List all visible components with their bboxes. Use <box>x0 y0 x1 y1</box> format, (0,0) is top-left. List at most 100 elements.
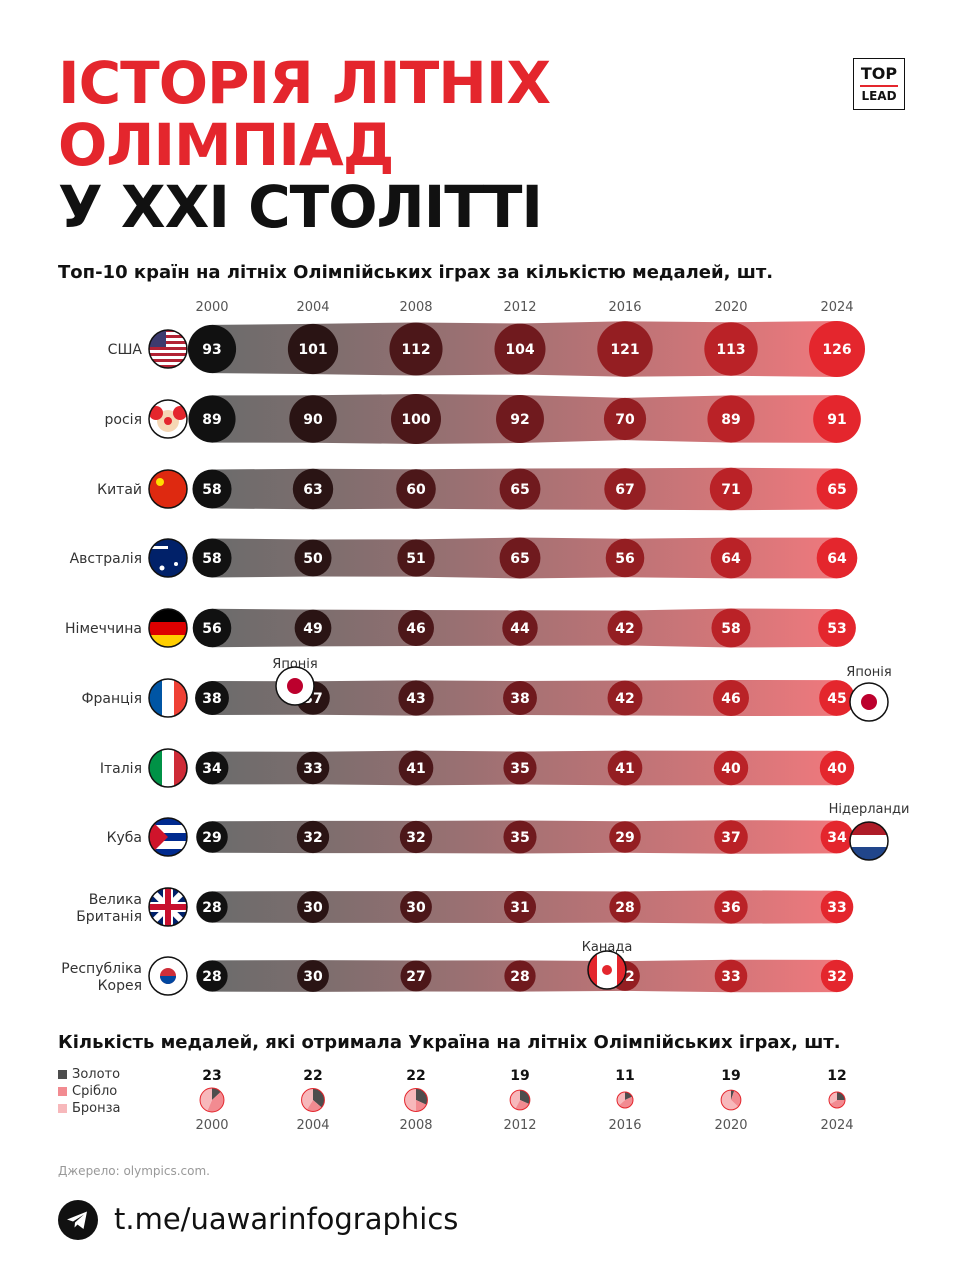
medal-value: 56 <box>202 621 221 637</box>
medal-value: 45 <box>827 691 846 707</box>
ukraine-total: 11 <box>615 1068 634 1084</box>
band-1-4 <box>625 395 731 443</box>
medal-value: 30 <box>406 900 426 916</box>
medal-value: 93 <box>202 342 221 358</box>
medal-circle <box>819 680 855 716</box>
medal-circle <box>607 750 643 786</box>
band-7-1 <box>313 820 416 854</box>
legend-silver-label: Срібло <box>72 1084 118 1099</box>
medal-circle <box>499 468 541 510</box>
band-0-0 <box>212 323 313 375</box>
ukraine-pie-outline <box>616 1091 634 1109</box>
medal-value: 104 <box>505 342 534 358</box>
medal-value: 46 <box>406 621 425 637</box>
medal-value: 89 <box>202 412 221 428</box>
medal-circle <box>187 324 237 374</box>
year-tick-2004: 2004 <box>296 300 329 315</box>
medal-value: 112 <box>401 342 430 358</box>
medal-circle <box>289 395 337 443</box>
medal-circle <box>503 890 537 924</box>
medal-circle <box>820 959 854 993</box>
telegram-link-text[interactable]: t.me/uawarinfographics <box>114 1202 459 1236</box>
medal-circle <box>399 820 433 854</box>
medal-circle <box>604 468 646 510</box>
medal-value: 41 <box>406 761 425 777</box>
ukraine-total: 22 <box>406 1068 425 1084</box>
band-8-5 <box>731 890 837 924</box>
band-4-3 <box>520 610 625 646</box>
medal-circle <box>503 751 537 785</box>
flag-italy-icon <box>148 748 188 788</box>
medal-value: 50 <box>303 551 323 567</box>
medal-circle <box>296 751 330 785</box>
medal-value: 27 <box>406 969 425 985</box>
ukraine-pie-slice <box>618 1096 633 1108</box>
medal-circle <box>819 750 855 786</box>
flag-uk-icon <box>148 887 188 927</box>
ukraine-year: 2012 <box>503 1118 536 1133</box>
ukraine-pie-outline <box>720 1089 742 1111</box>
row-label: Італія <box>100 761 142 777</box>
ukraine-pie-slice <box>200 1088 212 1111</box>
silver-swatch <box>58 1087 67 1096</box>
ukraine-pie-row: 23 2000 22 2004 22 2008 19 2012 11 2016 19 2020 12 20… <box>195 1068 853 1133</box>
ukraine-pie-slice <box>212 1088 221 1100</box>
medal-circle <box>710 537 752 579</box>
ukraine-total: 23 <box>202 1068 221 1084</box>
year-tick-2024: 2024 <box>820 300 853 315</box>
year-tick-2016: 2016 <box>608 300 641 315</box>
legend-bronze: Бронза <box>58 1100 121 1117</box>
flag-korea-icon <box>148 956 188 996</box>
medal-value: 41 <box>615 761 634 777</box>
medal-value: 101 <box>298 342 327 358</box>
medal-circle <box>607 680 643 716</box>
ukraine-pie-slice <box>830 1100 845 1108</box>
medal-value: 33 <box>303 761 322 777</box>
medal-circle <box>714 820 748 854</box>
band-3-2 <box>416 537 520 579</box>
band-2-4 <box>625 467 731 511</box>
ukraine-pie-slice <box>731 1090 741 1107</box>
band-7-5 <box>731 820 837 854</box>
legend-bronze-label: Бронза <box>72 1101 121 1116</box>
ukraine-total: 19 <box>510 1068 529 1084</box>
row-label: Республіка <box>61 961 142 977</box>
band-9-2 <box>416 960 520 992</box>
gold-swatch <box>58 1070 67 1079</box>
band-0-5 <box>731 321 837 377</box>
band-4-5 <box>731 608 837 648</box>
medal-value: 30 <box>303 969 323 985</box>
ukraine-year: 2008 <box>399 1118 432 1133</box>
row-label: Куба <box>107 830 142 846</box>
chart-subtitle: Топ-10 країн на літніх Олімпійських ігра… <box>58 262 774 283</box>
medal-circle <box>709 467 753 511</box>
band-9-1 <box>313 960 416 992</box>
year-tick-2008: 2008 <box>399 300 432 315</box>
flag-japan-icon <box>275 666 315 706</box>
top-lead-logo: TOP LEAD <box>853 58 905 110</box>
medal-value: 63 <box>303 482 322 498</box>
row-label: Корея <box>98 978 142 994</box>
extra-country-label: Японія <box>272 657 317 672</box>
legend-gold-label: Золото <box>72 1067 121 1082</box>
title-line-2: ОЛІМПІАД <box>58 111 394 179</box>
band-1-1 <box>313 394 416 444</box>
medal-circle <box>607 610 643 646</box>
band-3-5 <box>731 537 837 579</box>
medal-circle <box>713 680 749 716</box>
ukraine-subtitle: Кількість медалей, які отримала Україна … <box>58 1032 841 1053</box>
medal-circle <box>714 890 748 924</box>
band-2-3 <box>520 468 625 510</box>
band-0-2 <box>416 322 520 376</box>
medal-circle <box>192 469 232 509</box>
year-tick-2000: 2000 <box>195 300 228 315</box>
medal-value: 70 <box>615 412 635 428</box>
ukraine-year: 2020 <box>714 1118 747 1133</box>
band-4-0 <box>212 608 313 648</box>
extra-country-label: Японія <box>846 665 891 680</box>
ukraine-year: 2024 <box>820 1118 853 1133</box>
band-9-5 <box>731 959 837 993</box>
ukraine-pie-outline <box>199 1087 225 1113</box>
band-6-1 <box>313 750 416 786</box>
medal-value: 71 <box>721 482 740 498</box>
